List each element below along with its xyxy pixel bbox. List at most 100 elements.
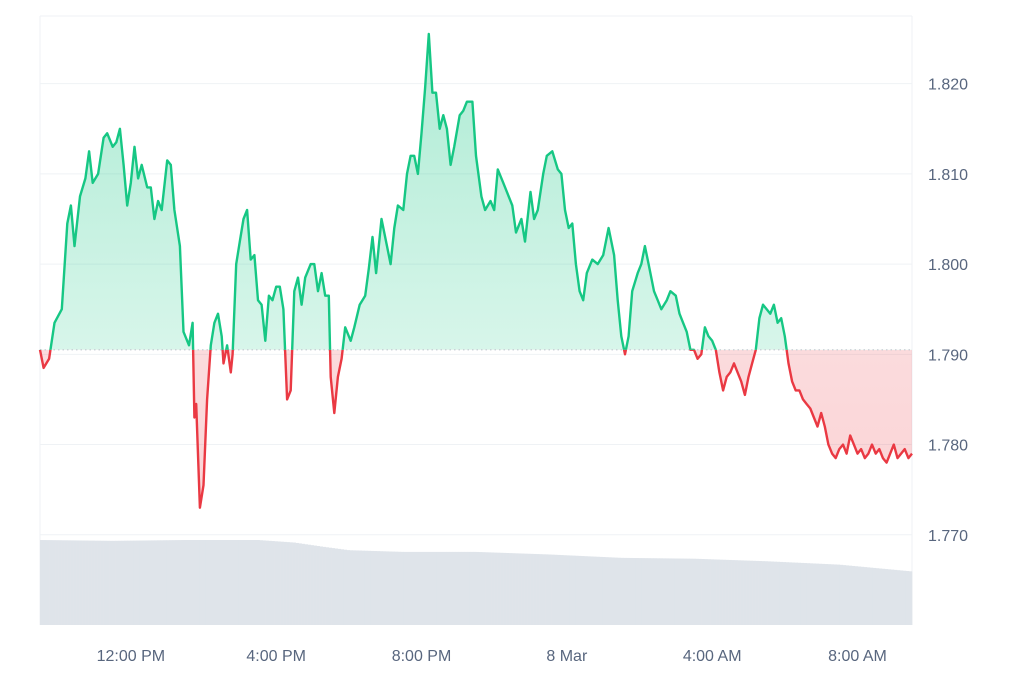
volume-bar bbox=[752, 560, 756, 625]
volume-bar bbox=[151, 540, 155, 625]
volume-bar bbox=[647, 558, 651, 625]
volume-bar bbox=[397, 551, 402, 625]
volume-bar bbox=[605, 557, 609, 625]
volume-bar bbox=[457, 551, 462, 625]
volume-bar bbox=[797, 562, 802, 625]
volume-bar bbox=[704, 559, 708, 625]
volume-bar bbox=[157, 540, 161, 625]
volume-bar bbox=[337, 548, 341, 625]
y-tick-label: 1.790 bbox=[928, 347, 968, 364]
volume-bar bbox=[376, 551, 381, 625]
volume-bar bbox=[515, 553, 519, 625]
volume-bar bbox=[506, 553, 510, 625]
volume-bar bbox=[551, 554, 555, 625]
volume-bar bbox=[650, 558, 654, 625]
volume-bar bbox=[839, 564, 844, 625]
volume-bar bbox=[454, 551, 459, 625]
volume-bar bbox=[316, 546, 320, 625]
x-tick-label: 8:00 PM bbox=[392, 648, 452, 665]
volume-bar bbox=[533, 553, 537, 625]
volume-bars bbox=[40, 540, 913, 625]
volume-bar bbox=[860, 566, 865, 625]
volume-bar bbox=[575, 555, 579, 625]
volume-bar bbox=[340, 549, 344, 625]
volume-bar bbox=[902, 570, 907, 625]
volume-bar bbox=[905, 571, 910, 625]
volume-bar bbox=[310, 545, 314, 625]
volume-bar bbox=[548, 554, 552, 625]
volume-bar bbox=[346, 550, 351, 625]
volume-bar bbox=[791, 562, 796, 625]
volume-bar bbox=[97, 540, 101, 625]
volume-bar bbox=[896, 570, 901, 625]
volume-bar bbox=[494, 552, 498, 625]
volume-bar bbox=[557, 554, 561, 625]
y-tick-label: 1.820 bbox=[928, 77, 968, 94]
volume-bar bbox=[472, 551, 477, 625]
volume-bar bbox=[187, 540, 191, 625]
volume-bar bbox=[424, 551, 429, 625]
volume-bar bbox=[662, 558, 666, 625]
volume-bar bbox=[82, 540, 86, 625]
volume-bar bbox=[581, 556, 585, 625]
volume-bar bbox=[563, 555, 567, 625]
volume-bar bbox=[112, 540, 116, 625]
volume-bar bbox=[313, 545, 317, 625]
volume-bar bbox=[479, 552, 483, 625]
volume-bar bbox=[355, 550, 360, 625]
volume-bar bbox=[842, 565, 847, 625]
volume-bar bbox=[163, 540, 167, 625]
volume-bar bbox=[578, 555, 582, 625]
volume-bar bbox=[689, 558, 693, 625]
volume-bar bbox=[626, 557, 630, 625]
volume-bar bbox=[719, 559, 723, 625]
volume-bar bbox=[635, 558, 639, 625]
volume-bar bbox=[160, 540, 164, 625]
volume-bar bbox=[497, 552, 501, 625]
volume-bar bbox=[602, 557, 606, 625]
volume-bar bbox=[139, 540, 143, 625]
volume-bar bbox=[698, 558, 702, 625]
volume-bar bbox=[788, 562, 793, 625]
volume-bar bbox=[530, 553, 534, 625]
volume-bar bbox=[812, 563, 817, 625]
volume-bar bbox=[100, 540, 104, 625]
x-tick-label: 12:00 PM bbox=[97, 648, 165, 665]
volume-bar bbox=[818, 563, 823, 625]
volume-bar bbox=[400, 551, 405, 625]
volume-bar bbox=[127, 540, 131, 625]
volume-bar bbox=[644, 558, 648, 625]
volume-bar bbox=[899, 570, 904, 625]
line-up-segment bbox=[39, 32, 788, 350]
volume-bar bbox=[385, 551, 390, 625]
volume-bar bbox=[238, 540, 242, 625]
volume-bar bbox=[500, 552, 504, 625]
price-line bbox=[38, 32, 913, 509]
volume-bar bbox=[641, 558, 645, 625]
volume-bar bbox=[845, 565, 850, 625]
volume-bar bbox=[590, 556, 594, 625]
volume-bar bbox=[301, 543, 305, 625]
volume-bar bbox=[319, 546, 323, 625]
volume-bar bbox=[259, 540, 263, 625]
volume-bar bbox=[617, 557, 621, 625]
volume-bar bbox=[193, 540, 197, 625]
volume-bar bbox=[52, 540, 56, 625]
volume-bar bbox=[491, 552, 495, 625]
volume-bar bbox=[199, 540, 203, 625]
volume-bar bbox=[463, 551, 468, 625]
volume-bar bbox=[872, 567, 877, 625]
volume-bar bbox=[190, 540, 194, 625]
volume-bar bbox=[247, 540, 251, 625]
volume-bar bbox=[331, 548, 335, 625]
volume-bar bbox=[250, 540, 254, 625]
volume-bar bbox=[620, 557, 624, 625]
volume-bar bbox=[587, 556, 591, 625]
volume-bar bbox=[884, 569, 889, 625]
volume-bar bbox=[677, 558, 681, 625]
volume-bar bbox=[46, 540, 50, 625]
volume-bar bbox=[809, 563, 814, 625]
volume-bar bbox=[88, 540, 92, 625]
volume-bar bbox=[611, 557, 615, 625]
volume-bar bbox=[857, 566, 862, 625]
